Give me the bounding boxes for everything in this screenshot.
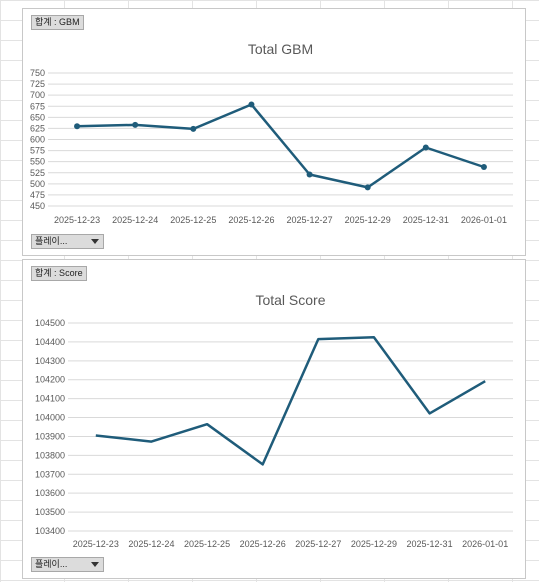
gbm-data-point	[132, 121, 139, 128]
gbm-y-tick-label: 650	[30, 112, 45, 122]
score-y-tick-label: 104500	[35, 318, 65, 328]
score-y-tick-label: 103700	[35, 469, 65, 479]
gbm-x-tick-label: 2025-12-27	[287, 215, 333, 225]
score-y-tick-label: 104400	[35, 337, 65, 347]
gbm-data-point	[248, 101, 255, 108]
gbm-data-point	[364, 184, 371, 191]
gbm-field-button[interactable]: 합계 : GBM	[31, 15, 84, 30]
gbm-data-point	[74, 123, 81, 130]
score-x-tick-label: 2025-12-25	[184, 539, 230, 549]
score-chart[interactable]: 합계 : Score Total Score 103400 103500 103600…	[22, 259, 526, 579]
score-y-tick-label: 104200	[35, 375, 65, 385]
gbm-chart[interactable]: 합계 : GBM Total GBM 450 475 500 525 550 575 600 6…	[22, 8, 526, 256]
gbm-x-tick-label: 2025-12-25	[170, 215, 216, 225]
gbm-series-line	[77, 103, 485, 189]
score-y-tick-label: 104100	[35, 394, 65, 404]
score-y-tick-label: 104300	[35, 356, 65, 366]
gbm-filter-label: 플레이...	[35, 236, 68, 246]
gbm-y-tick-label: 450	[30, 201, 45, 211]
gbm-x-tick-label: 2025-12-26	[228, 215, 274, 225]
gbm-data-point	[480, 163, 487, 170]
gbm-y-tick-label: 675	[30, 101, 45, 111]
score-y-tick-label: 103500	[35, 507, 65, 517]
score-field-button[interactable]: 합계 : Score	[31, 266, 87, 281]
score-y-tick-label: 103600	[35, 488, 65, 498]
gbm-x-tick-label: 2026-01-01	[461, 215, 507, 225]
gbm-data-point	[306, 171, 313, 178]
score-chart-title: Total Score	[255, 292, 325, 308]
score-x-tick-label: 2025-12-26	[240, 539, 286, 549]
gbm-data-point	[422, 144, 429, 151]
gbm-y-tick-label: 600	[30, 135, 45, 145]
gbm-y-tick-label: 725	[30, 79, 45, 89]
gbm-y-tick-label: 750	[30, 68, 45, 78]
score-filter-button[interactable]: 플레이...	[31, 557, 104, 572]
gbm-data-point	[190, 125, 197, 132]
gbm-x-tick-label: 2025-12-24	[112, 215, 158, 225]
score-y-tick-label: 103800	[35, 450, 65, 460]
score-x-tick-label: 2026-01-01	[462, 539, 508, 549]
gbm-x-tick-label: 2025-12-23	[54, 215, 100, 225]
score-x-tick-label: 2025-12-29	[351, 539, 397, 549]
gbm-filter-button[interactable]: 플레이...	[31, 234, 104, 249]
gbm-x-tick-label: 2025-12-31	[403, 215, 449, 225]
score-filter-label: 플레이...	[35, 559, 68, 569]
gbm-y-tick-label: 700	[30, 90, 45, 100]
score-plot: Total Score 103400 103500 103600 103700 10380…	[35, 292, 513, 549]
score-x-tick-label: 2025-12-24	[128, 539, 174, 549]
score-x-tick-label: 2025-12-27	[295, 539, 341, 549]
gbm-y-tick-label: 475	[30, 190, 45, 200]
gbm-y-tick-label: 500	[30, 179, 45, 189]
gbm-chart-title: Total GBM	[248, 41, 313, 57]
score-x-tick-label: 2025-12-23	[73, 539, 119, 549]
score-x-tick-label: 2025-12-31	[407, 539, 453, 549]
dropdown-arrow-icon[interactable]	[91, 239, 99, 244]
gbm-y-tick-label: 625	[30, 123, 45, 133]
score-y-tick-label: 104000	[35, 413, 65, 423]
dropdown-arrow-icon[interactable]	[91, 562, 99, 567]
score-series-line	[95, 335, 486, 466]
gbm-plot: Total GBM4504755005255505756006256506757…	[30, 41, 513, 225]
gbm-y-tick-label: 525	[30, 168, 45, 178]
gbm-y-tick-label: 575	[30, 146, 45, 156]
gbm-x-tick-label: 2025-12-29	[345, 215, 391, 225]
gbm-y-tick-label: 550	[30, 157, 45, 167]
score-y-tick-label: 103400	[35, 526, 65, 536]
score-y-tick-label: 103900	[35, 431, 65, 441]
